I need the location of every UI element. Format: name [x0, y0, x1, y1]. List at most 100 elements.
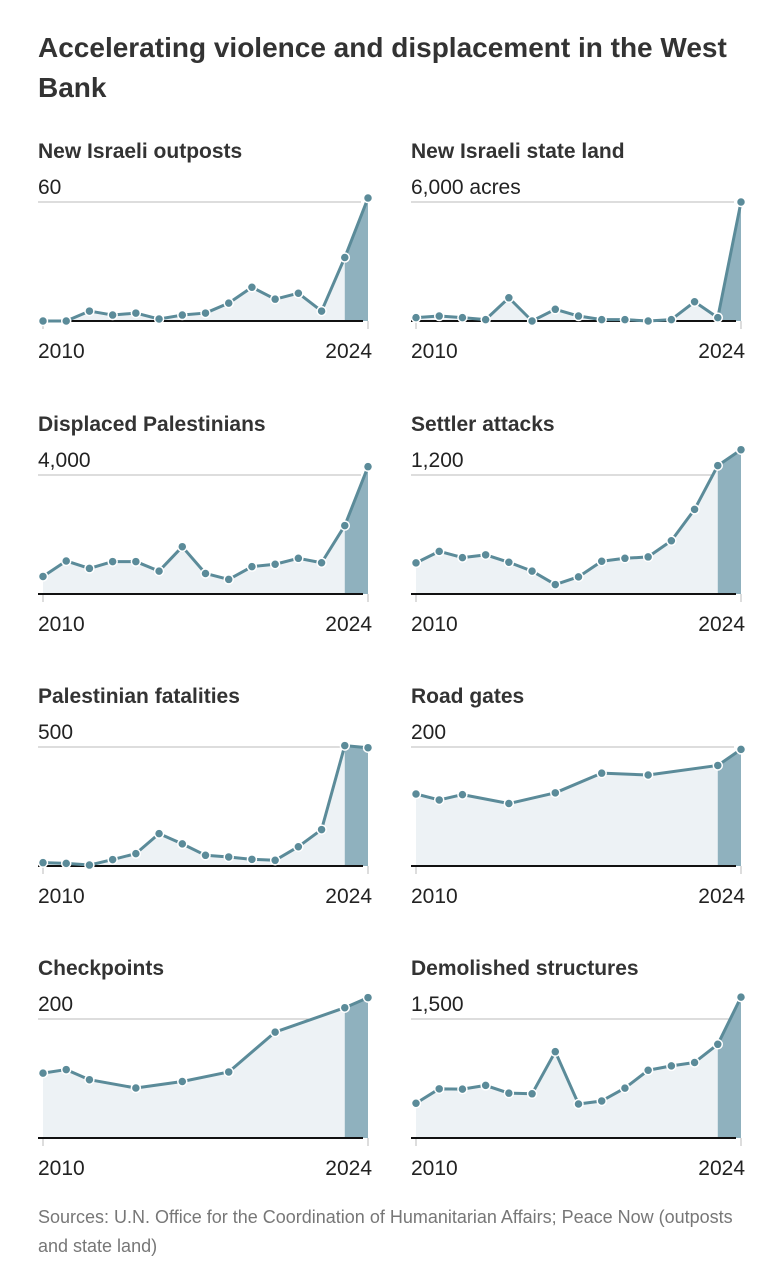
- x-label-start: 2010: [38, 1157, 85, 1180]
- data-point-2014: [130, 1082, 142, 1094]
- data-point-2016: [177, 838, 188, 850]
- x-label-end: 2024: [698, 885, 745, 908]
- main-title: Accelerating violence and displacement i…: [38, 32, 727, 103]
- data-point-2021: [293, 287, 304, 299]
- data-point-2016: [550, 579, 561, 590]
- data-point-2013: [107, 309, 118, 321]
- data-point-2024: [735, 444, 747, 455]
- chart-panel: New Israeli outposts 60 2010 2024: [38, 140, 383, 375]
- data-point-2024: [362, 992, 374, 1003]
- data-point-2012: [84, 305, 95, 317]
- area-fill: [43, 198, 368, 321]
- data-point-2017: [200, 568, 211, 579]
- data-point-2014: [130, 307, 142, 319]
- data-point-2017: [573, 310, 584, 322]
- x-label-start: 2010: [38, 613, 85, 636]
- source-note: Sources: U.N. Office for the Coordinatio…: [38, 1207, 733, 1256]
- data-point-2018: [596, 314, 607, 325]
- chart-panel: Road gates 200 2010 2024: [411, 685, 756, 920]
- data-point-2019: [619, 553, 631, 564]
- data-point-2023: [339, 1002, 351, 1013]
- data-point-2019: [619, 314, 631, 325]
- data-point-2013: [480, 1080, 491, 1091]
- x-label-start: 2010: [411, 885, 458, 908]
- highlight-area-2024: [344, 466, 368, 594]
- data-point-2016: [550, 304, 561, 315]
- data-point-2015: [526, 565, 538, 577]
- data-point-2012: [457, 789, 468, 800]
- y-max-label: 6,000 acres: [411, 176, 521, 199]
- data-point-2021: [666, 314, 677, 325]
- chart-title: New Israeli outposts: [38, 140, 243, 163]
- data-point-2013: [480, 549, 491, 561]
- chart-svg: [38, 740, 374, 874]
- data-point-2020: [642, 1064, 654, 1076]
- data-point-2017: [200, 850, 211, 861]
- data-point-2018: [223, 297, 234, 309]
- data-point-2013: [480, 314, 491, 325]
- y-max-label: 60: [38, 176, 62, 199]
- data-point-2023: [712, 1039, 724, 1050]
- highlight-area-2024: [344, 198, 368, 321]
- data-point-2016: [177, 309, 188, 321]
- data-point-2017: [200, 307, 211, 319]
- data-point-2020: [269, 1026, 281, 1038]
- data-point-2015: [526, 1088, 538, 1100]
- data-point-2017: [573, 1098, 584, 1110]
- data-point-2012: [84, 1074, 95, 1085]
- data-point-2019: [619, 1082, 631, 1094]
- data-point-2023: [339, 740, 351, 751]
- chart-title: Palestinian fatalities: [38, 685, 240, 708]
- data-point-2011: [60, 858, 72, 869]
- data-point-2014: [130, 848, 142, 859]
- data-point-2022: [316, 557, 327, 569]
- data-point-2021: [666, 1060, 677, 1072]
- x-label-end: 2024: [698, 340, 745, 363]
- data-point-2011: [60, 555, 72, 567]
- chart-svg: [411, 744, 747, 874]
- chart-title: Road gates: [411, 685, 525, 708]
- x-label-end: 2024: [325, 340, 372, 363]
- data-point-2015: [153, 313, 165, 325]
- data-point-2015: [153, 565, 165, 577]
- chart-svg: [38, 992, 374, 1146]
- data-point-2010: [411, 557, 422, 569]
- data-point-2021: [666, 535, 677, 546]
- data-point-2022: [316, 824, 327, 835]
- chart-svg: [38, 461, 374, 602]
- data-point-2024: [735, 196, 747, 208]
- x-label-start: 2010: [38, 340, 85, 363]
- data-point-2014: [503, 292, 515, 304]
- series-line: [43, 197, 370, 323]
- data-point-2018: [223, 574, 234, 585]
- data-point-2022: [689, 296, 700, 308]
- data-point-2011: [433, 546, 445, 557]
- data-point-2014: [503, 1087, 515, 1099]
- data-point-2018: [596, 1095, 607, 1107]
- data-point-2019: [246, 282, 258, 293]
- y-max-label: 200: [38, 993, 74, 1016]
- data-point-2017: [573, 571, 584, 583]
- highlight-area-2024: [717, 449, 741, 594]
- area-fill: [416, 749, 741, 866]
- data-point-2019: [246, 854, 258, 865]
- data-point-2014: [130, 556, 142, 567]
- data-point-2022: [689, 1057, 700, 1068]
- data-point-2018: [596, 767, 607, 779]
- area-fill: [43, 745, 368, 866]
- data-point-2020: [642, 769, 654, 781]
- data-point-2010: [38, 315, 49, 327]
- data-point-2011: [60, 1064, 72, 1075]
- data-point-2016: [177, 541, 188, 552]
- data-point-2024: [362, 742, 374, 753]
- data-point-2014: [503, 798, 515, 809]
- y-max-label: 1,500: [411, 993, 464, 1016]
- y-max-label: 200: [411, 721, 447, 744]
- data-point-2019: [246, 561, 258, 572]
- area-fill: [43, 997, 368, 1138]
- data-point-2013: [107, 556, 118, 567]
- x-label-end: 2024: [698, 1157, 745, 1180]
- data-point-2020: [642, 551, 654, 563]
- data-point-2023: [339, 520, 351, 531]
- x-label-start: 2010: [411, 613, 458, 636]
